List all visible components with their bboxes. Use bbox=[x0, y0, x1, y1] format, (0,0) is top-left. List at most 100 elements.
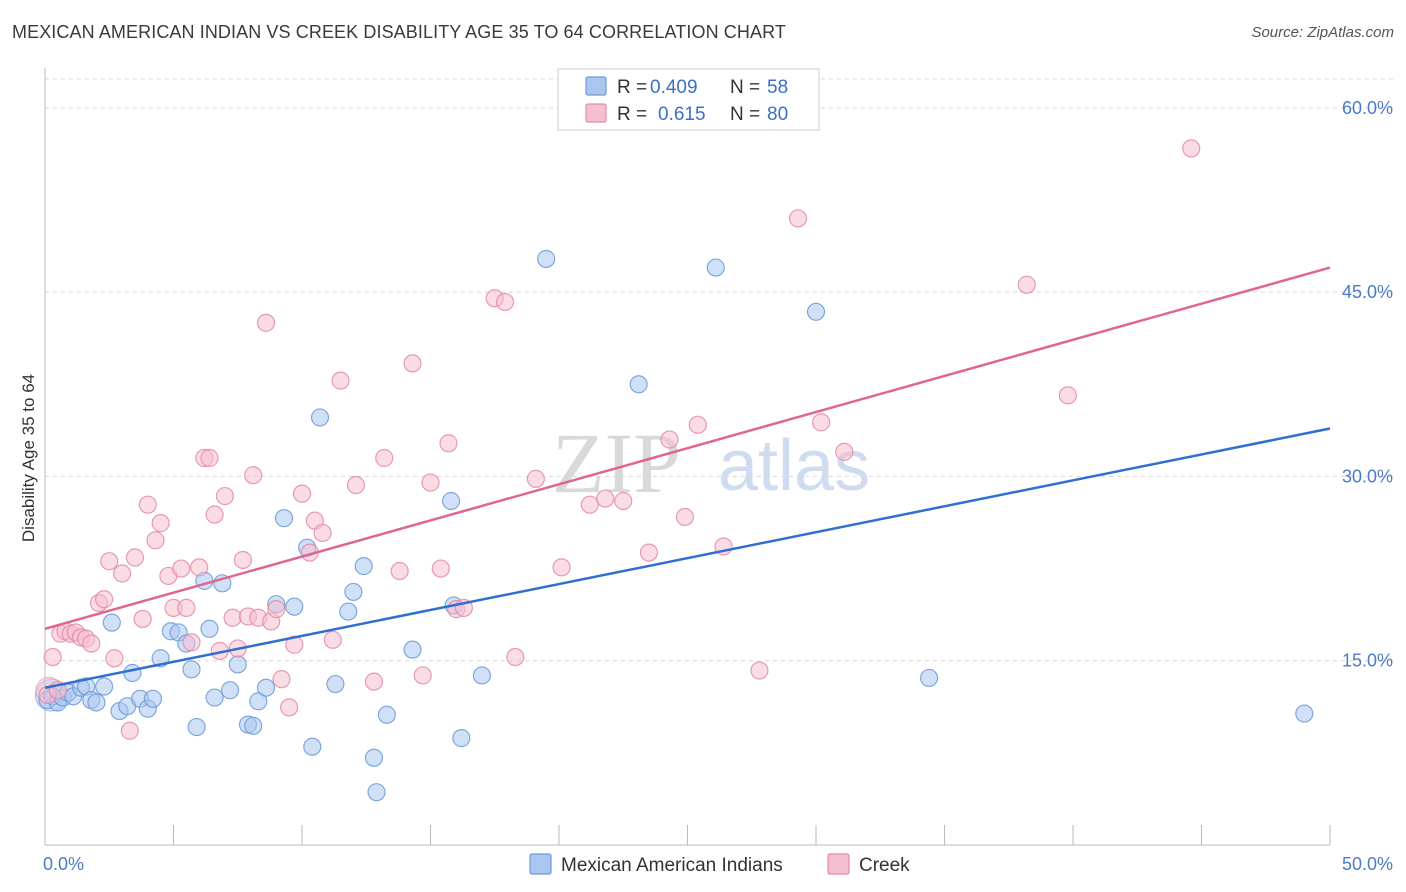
point-pink-9 bbox=[82, 634, 101, 653]
legend-r-label-1: R = bbox=[617, 104, 647, 125]
point-pink-16 bbox=[125, 548, 145, 567]
legend-r-value-1: 0.615 bbox=[658, 104, 706, 125]
point-blue-50 bbox=[452, 729, 471, 748]
trend-lines bbox=[44, 266, 1331, 689]
legend-swatch-pink bbox=[585, 103, 607, 123]
point-blue-10 bbox=[95, 677, 114, 696]
y-tick-label-0: 15.0% bbox=[1342, 651, 1393, 671]
point-blue-23 bbox=[187, 717, 206, 737]
point-blue-26 bbox=[205, 688, 224, 707]
point-blue-17 bbox=[143, 689, 163, 708]
point-pink-64 bbox=[526, 469, 545, 488]
point-blue-35 bbox=[274, 509, 294, 528]
point-pink-53 bbox=[390, 561, 409, 581]
point-pink-75 bbox=[788, 209, 808, 228]
point-pink-41 bbox=[272, 670, 291, 689]
point-blue-43 bbox=[354, 557, 373, 576]
point-pink-42 bbox=[280, 698, 299, 717]
point-pink-68 bbox=[614, 491, 633, 511]
point-blue-25 bbox=[200, 619, 219, 638]
point-pink-79 bbox=[1058, 386, 1077, 405]
point-blue-53 bbox=[629, 375, 648, 394]
point-pink-80 bbox=[1182, 139, 1201, 158]
point-pink-76 bbox=[812, 413, 831, 432]
y-tick-label-1: 30.0% bbox=[1342, 466, 1393, 486]
point-pink-36 bbox=[244, 466, 263, 485]
point-pink-77 bbox=[835, 442, 854, 461]
point-pink-23 bbox=[172, 559, 191, 578]
chart-title: MEXICAN AMERICAN INDIAN VS CREEK DISABIL… bbox=[12, 22, 786, 42]
point-blue-36 bbox=[285, 597, 304, 616]
point-blue-40 bbox=[326, 674, 345, 694]
point-pink-1 bbox=[43, 647, 62, 667]
point-pink-63 bbox=[506, 647, 525, 667]
point-pink-57 bbox=[431, 559, 450, 578]
point-blue-9 bbox=[87, 693, 106, 712]
point-pink-71 bbox=[675, 507, 695, 527]
point-blue-52 bbox=[537, 249, 556, 269]
point-pink-13 bbox=[105, 649, 124, 668]
legend-n-value-1: 80 bbox=[767, 104, 788, 125]
point-pink-78 bbox=[1017, 275, 1036, 294]
point-pink-26 bbox=[190, 558, 209, 577]
point-pink-38 bbox=[256, 313, 276, 332]
point-pink-40 bbox=[267, 600, 286, 619]
point-pink-54 bbox=[403, 354, 422, 373]
point-pink-32 bbox=[223, 608, 242, 627]
point-blue-33 bbox=[256, 678, 276, 697]
legend-n-label-1: N = bbox=[730, 104, 760, 125]
point-blue-38 bbox=[303, 737, 322, 756]
point-pink-52 bbox=[375, 448, 394, 468]
series-legend-label-creek: Creek bbox=[859, 855, 910, 876]
series-legend: Mexican American Indians Creek bbox=[529, 853, 910, 876]
x-tick-label-0: 0.0% bbox=[43, 854, 84, 874]
point-blue-54 bbox=[706, 258, 725, 277]
y-tick-label-3: 60.0% bbox=[1342, 98, 1393, 118]
data-points bbox=[34, 139, 1314, 802]
point-pink-50 bbox=[346, 475, 366, 495]
point-pink-34 bbox=[233, 550, 252, 570]
point-pink-62 bbox=[495, 292, 515, 312]
legend-n-value-0: 58 bbox=[767, 77, 788, 98]
point-pink-51 bbox=[364, 672, 384, 691]
point-blue-55 bbox=[806, 302, 826, 321]
point-pink-65 bbox=[552, 558, 571, 577]
source-credit: Source: ZipAtlas.com bbox=[1251, 24, 1394, 41]
point-blue-48 bbox=[441, 491, 461, 511]
point-blue-11 bbox=[102, 613, 121, 632]
point-blue-57 bbox=[1295, 704, 1314, 723]
legend-swatch-blue bbox=[585, 76, 607, 96]
point-pink-25 bbox=[182, 633, 201, 652]
point-pink-48 bbox=[323, 630, 342, 649]
series-legend-swatch-mexican-american-indians bbox=[529, 853, 552, 875]
point-pink-24 bbox=[177, 598, 196, 617]
watermark-atlas: atlas bbox=[718, 426, 870, 506]
point-blue-51 bbox=[472, 666, 491, 685]
gridlines bbox=[45, 78, 1393, 662]
point-pink-19 bbox=[146, 531, 165, 550]
y-tick-labels: 15.0% 30.0% 45.0% 60.0% bbox=[1342, 98, 1393, 671]
legend-r-value-0: 0.409 bbox=[650, 77, 698, 98]
y-axis-title: Disability Age 35 to 64 bbox=[19, 374, 38, 542]
x-tick-labels: 0.0% 50.0% bbox=[43, 854, 1393, 874]
point-pink-18 bbox=[138, 495, 157, 514]
point-pink-74 bbox=[750, 661, 769, 680]
point-pink-29 bbox=[205, 505, 224, 524]
point-blue-22 bbox=[182, 660, 201, 679]
stats-legend: R = 0.409 N = 58 R = 0.615 N = 80 bbox=[557, 68, 820, 131]
point-pink-66 bbox=[580, 495, 599, 514]
point-pink-44 bbox=[292, 484, 312, 503]
point-blue-44 bbox=[364, 748, 384, 767]
point-pink-67 bbox=[596, 489, 615, 508]
point-blue-29 bbox=[228, 655, 247, 674]
point-pink-72 bbox=[688, 415, 707, 434]
axes bbox=[44, 68, 1331, 846]
point-pink-49 bbox=[331, 371, 350, 390]
legend-n-label-0: N = bbox=[730, 77, 760, 98]
point-pink-12 bbox=[100, 552, 119, 571]
point-pink-15 bbox=[120, 721, 139, 740]
point-blue-45 bbox=[367, 783, 386, 802]
point-pink-31 bbox=[215, 486, 234, 506]
point-blue-14 bbox=[123, 663, 142, 683]
